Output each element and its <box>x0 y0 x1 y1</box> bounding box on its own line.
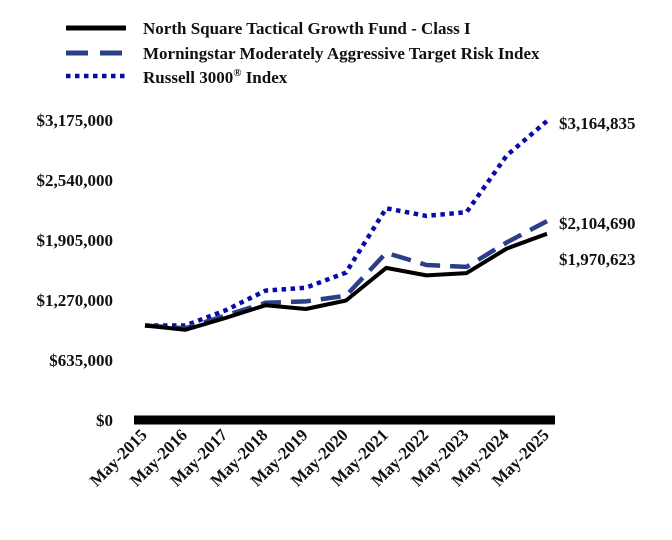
end-label-russell: $3,164,835 <box>559 114 636 133</box>
end-labels: $1,970,623 $2,104,690 $3,164,835 <box>559 114 636 269</box>
legend-label-morningstar: Morningstar Moderately Aggressive Target… <box>143 44 540 63</box>
end-label-morningstar: $2,104,690 <box>559 214 636 233</box>
y-tick-label: $2,540,000 <box>37 171 114 190</box>
series-line-russell <box>145 119 549 328</box>
y-tick-label: $1,905,000 <box>37 231 114 250</box>
y-tick-label: $0 <box>96 411 113 430</box>
legend-item-morningstar: Morningstar Moderately Aggressive Target… <box>66 44 540 63</box>
legend-label-russell: Russell 3000® Index <box>143 67 288 87</box>
legend: North Square Tactical Growth Fund - Clas… <box>66 19 540 87</box>
y-tick-label: $3,175,000 <box>37 111 114 130</box>
series-layer <box>144 119 549 332</box>
series-line-morningstar <box>144 219 549 331</box>
end-label-fund: $1,970,623 <box>559 250 636 269</box>
legend-item-fund: North Square Tactical Growth Fund - Clas… <box>66 19 471 38</box>
series-line-fund <box>144 231 548 332</box>
y-axis: $0 $635,000 $1,270,000 $1,905,000 $2,540,000… <box>37 111 114 430</box>
legend-label-fund: North Square Tactical Growth Fund - Clas… <box>143 19 471 38</box>
y-tick-label: $1,270,000 <box>37 291 114 310</box>
legend-item-russell: Russell 3000® Index <box>66 67 288 87</box>
y-tick-label: $635,000 <box>49 351 113 370</box>
x-axis: May-2015May-2016May-2017May-2018May-2019… <box>86 425 553 490</box>
